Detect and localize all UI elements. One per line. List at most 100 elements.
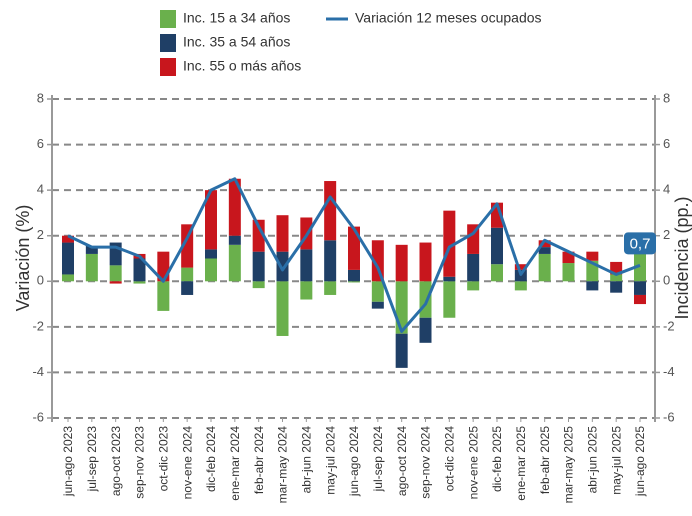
- legend-label: Inc. 15 a 34 años: [183, 10, 290, 26]
- bar: [491, 227, 503, 265]
- bar: [228, 244, 241, 282]
- bar: [324, 181, 337, 241]
- bar: [157, 281, 170, 311]
- x-tick-label: nov-ene 2025: [466, 426, 480, 500]
- y2-tick-label: 6: [663, 136, 670, 151]
- legend-swatch: [160, 58, 176, 76]
- bar: [133, 281, 146, 284]
- bar: [205, 249, 217, 259]
- bar: [300, 281, 313, 300]
- x-tick-label: jul-sep 2023: [85, 426, 99, 493]
- bar: [514, 264, 527, 270]
- bar: [252, 251, 265, 282]
- y-tick-label: -4: [32, 364, 44, 379]
- bar: [634, 294, 646, 305]
- y-tick-label: 6: [37, 136, 44, 151]
- bar: [610, 261, 623, 275]
- bar: [228, 178, 241, 236]
- x-tick-label: oct-dic 2023: [157, 426, 171, 492]
- bar: [491, 264, 503, 282]
- bar: [300, 249, 313, 282]
- y-tick-label: -2: [32, 318, 44, 333]
- bar: [467, 281, 480, 291]
- bar: [419, 281, 432, 318]
- bar: [205, 258, 217, 282]
- bar: [443, 281, 456, 318]
- bar: [252, 281, 265, 289]
- legend-label: Inc. 35 a 54 años: [183, 34, 290, 50]
- bar: [562, 263, 575, 282]
- bar: [610, 274, 623, 282]
- y2-tick-label: -6: [663, 409, 675, 424]
- bar: [276, 251, 289, 282]
- y-tick-label: 0: [37, 273, 44, 288]
- bar: [109, 265, 122, 282]
- bar: [85, 245, 98, 254]
- bar: [276, 215, 289, 252]
- x-tick-label: jun-ago 2025: [633, 426, 647, 497]
- y-tick-label: 2: [37, 227, 44, 242]
- bar: [276, 281, 289, 336]
- bar: [538, 240, 551, 248]
- bar: [348, 281, 360, 283]
- value-label-bg: [624, 232, 656, 255]
- x-tick-label: sep-nov 2023: [133, 426, 147, 499]
- legend-swatch: [160, 34, 176, 52]
- bar: [586, 251, 599, 261]
- bar: [562, 251, 575, 264]
- bar: [133, 258, 146, 282]
- x-tick-label: dic-feb 2025: [490, 426, 504, 492]
- bar: [324, 281, 337, 295]
- x-tick-label: may-jul 2025: [609, 426, 623, 495]
- bar: [443, 276, 456, 282]
- legend-label: Variación 12 meses ocupados: [355, 10, 542, 26]
- bar: [324, 240, 337, 282]
- bar: [371, 301, 384, 309]
- x-tick-label: jun-ago 2023: [61, 426, 75, 497]
- line-series: [67, 177, 641, 333]
- y-tick-label: 4: [37, 182, 44, 197]
- bar: [252, 219, 265, 252]
- y2-tick-label: 8: [663, 90, 670, 105]
- x-tick-label: feb-abr 2025: [538, 426, 552, 494]
- x-tick-label: dic-feb 2024: [204, 426, 218, 492]
- y2-tick-label: 4: [663, 182, 670, 197]
- y-tick-label: 8: [37, 90, 44, 105]
- x-tick-label: abr-jun 2025: [586, 426, 600, 494]
- bar: [538, 247, 551, 254]
- bar: [181, 267, 194, 282]
- x-tick-label: may-jul 2024: [323, 426, 337, 495]
- bar: [109, 281, 122, 284]
- y2-tick-label: -2: [663, 318, 675, 333]
- x-tick-label: jul-sep 2024: [371, 426, 385, 493]
- y2-tick-label: 0: [663, 273, 670, 288]
- value-label: 0,7: [630, 235, 651, 252]
- x-tick-label: ene-mar 2025: [514, 426, 528, 501]
- x-tick-label: ago-oct 2023: [109, 426, 123, 496]
- bar: [348, 269, 360, 282]
- bar: [538, 253, 551, 282]
- bar: [395, 333, 408, 368]
- legend-swatch: [160, 10, 176, 28]
- bar: [348, 226, 360, 270]
- y-tick-label: -6: [32, 409, 44, 424]
- bar: [586, 281, 599, 291]
- x-tick-label: oct-dic 2024: [443, 426, 457, 492]
- legend-label: Inc. 55 o más años: [183, 58, 301, 74]
- bar: [181, 281, 194, 295]
- x-tick-label: mar-may 2025: [562, 426, 576, 504]
- bar: [205, 190, 217, 250]
- x-tick-label: jun-ago 2024: [347, 426, 361, 497]
- bar: [62, 235, 74, 243]
- bar: [634, 281, 646, 295]
- x-tick-label: feb-abr 2024: [252, 426, 266, 494]
- x-tick-label: mar-may 2024: [276, 426, 290, 504]
- y2-tick-label: -4: [663, 364, 675, 379]
- x-tick-label: ene-mar 2024: [228, 426, 242, 501]
- bar: [467, 253, 480, 282]
- x-tick-label: ago-oct 2024: [395, 426, 409, 496]
- bar: [419, 317, 432, 343]
- bar: [610, 281, 623, 293]
- y2-axis-title: Incidencia (pp.): [672, 196, 692, 319]
